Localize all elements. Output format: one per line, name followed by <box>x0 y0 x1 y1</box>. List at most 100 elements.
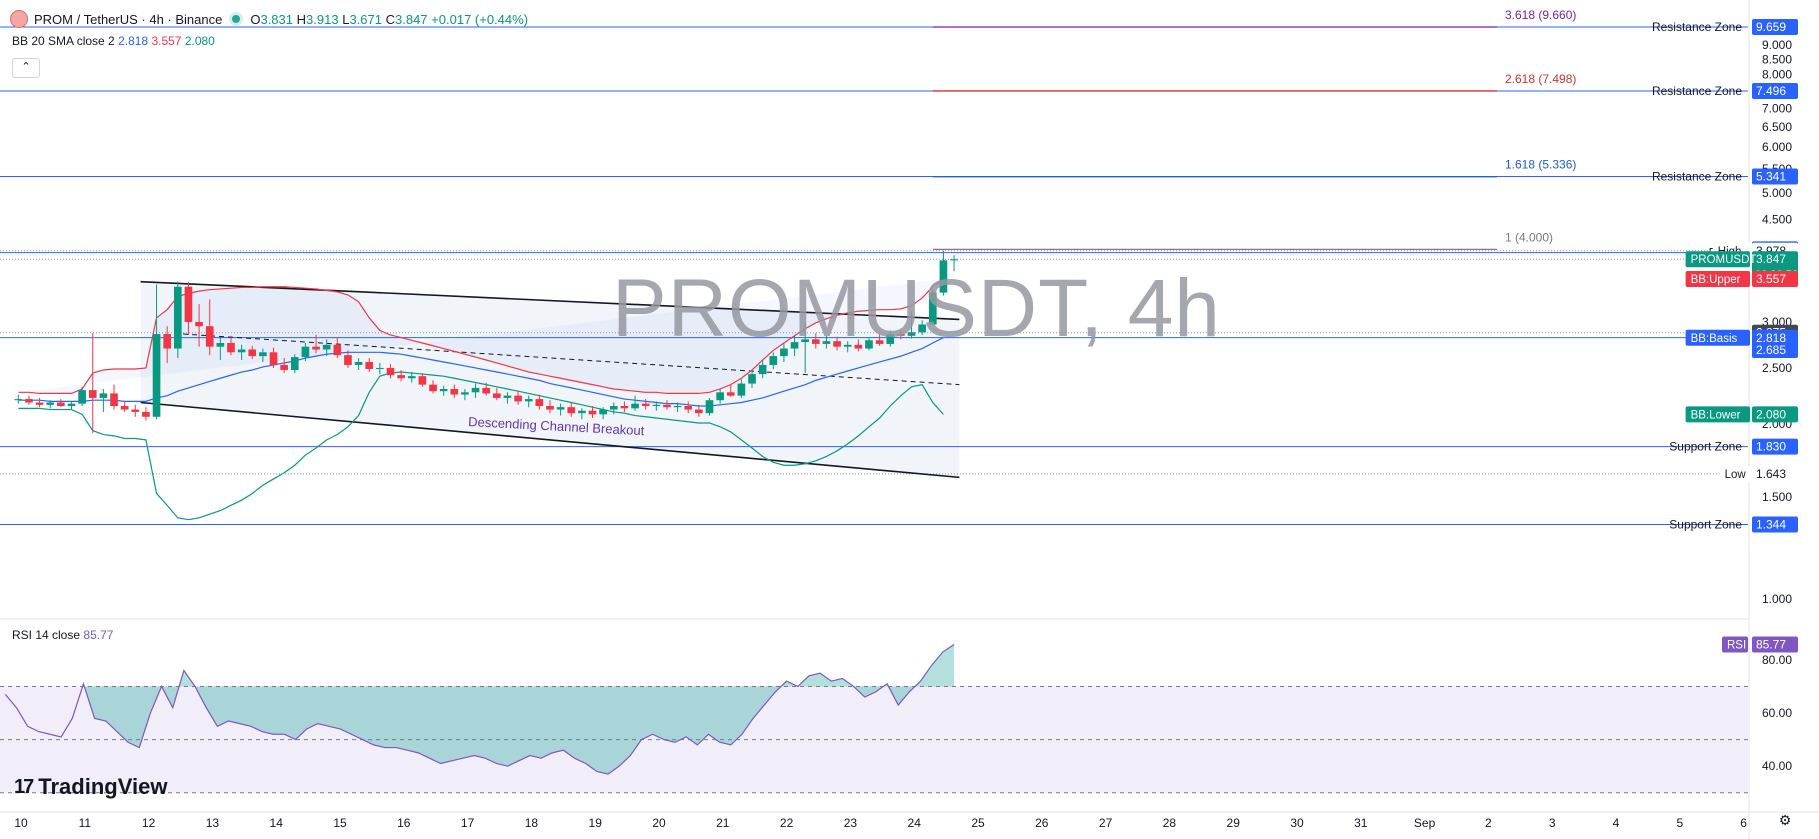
candle <box>35 402 44 405</box>
rsi-value-label: 85.77 <box>1756 638 1786 652</box>
rsi-legend[interactable]: RSI 14 close 85.77 <box>12 628 113 642</box>
price-axis-label: 9.659 <box>1756 20 1786 34</box>
candle <box>907 332 916 336</box>
candle <box>78 390 86 404</box>
bb-legend[interactable]: BB 20 SMA close 2 2.818 3.557 2.080 <box>12 34 215 48</box>
time-tick-label: 11 <box>79 816 92 830</box>
candle <box>57 402 65 406</box>
time-tick-label: 22 <box>780 816 794 830</box>
symbol-title[interactable]: PROM / TetherUS · 4h · Binance <box>34 11 223 27</box>
fib-level-label: 1.618 (5.336) <box>1505 158 1576 172</box>
price-tick-label: 4.500 <box>1762 213 1792 227</box>
price-axis-label-bg <box>1752 329 1798 346</box>
price-axis-label: 3.847 <box>1756 252 1786 266</box>
time-tick-label: 30 <box>1290 816 1304 830</box>
tradingview-mark-icon: 17 <box>14 775 34 798</box>
price-axis-label-bg <box>1752 341 1798 358</box>
time-tick-label: 12 <box>142 816 156 830</box>
candle <box>216 343 225 347</box>
candle <box>886 334 895 344</box>
candle <box>280 364 288 370</box>
candle <box>46 402 55 405</box>
axis-tag-bg <box>1719 465 1750 482</box>
candle <box>705 400 714 414</box>
price-axis-label: 2.685 <box>1756 343 1786 357</box>
rsi-tick-label: 80.00 <box>1762 653 1792 667</box>
candle <box>365 361 374 369</box>
ohlc-values: O3.831 H3.913 L3.671 C3.847 +0.017 (+0.4… <box>250 12 528 27</box>
price-axis-label: 1.344 <box>1756 517 1786 531</box>
candle <box>312 346 320 350</box>
rsi-tick-label: 60.00 <box>1762 706 1792 720</box>
open-label: O <box>250 11 261 27</box>
time-tick-label: 17 <box>461 816 475 830</box>
candle <box>854 344 863 349</box>
zone-label: Support Zone <box>1669 440 1742 454</box>
candle <box>556 407 565 410</box>
price-tick-label: 7.000 <box>1762 101 1792 115</box>
candle <box>322 344 331 350</box>
price-axis-label: 1.643 <box>1756 467 1786 481</box>
bb-legend-label: BB 20 SMA close 2 <box>12 34 115 48</box>
collapse-indicators-button[interactable]: ⌃ <box>12 58 40 78</box>
candle <box>301 346 310 358</box>
time-tick-label: 6 <box>1740 816 1747 830</box>
axis-tag-bg <box>1685 251 1750 268</box>
market-status-icon <box>232 15 241 23</box>
rsi-tick-label: 40.00 <box>1762 759 1792 773</box>
candle <box>290 357 299 370</box>
fib-level-label: 3.618 (9.660) <box>1505 8 1576 22</box>
time-tick-label: Sep <box>1414 816 1436 830</box>
candle <box>184 286 193 322</box>
candle <box>875 340 884 344</box>
tradingview-logo[interactable]: 17 TradingView <box>14 774 167 800</box>
time-tick-label: 16 <box>397 816 411 830</box>
price-tick-label: 1.500 <box>1762 490 1792 504</box>
candle <box>535 399 544 406</box>
bb-upper-line <box>18 278 944 395</box>
candle <box>354 361 363 365</box>
price-tick-label: 6.000 <box>1762 140 1792 154</box>
time-tick-label: 29 <box>1227 816 1241 830</box>
zone-label: Resistance Zone <box>1652 169 1742 183</box>
candle <box>503 395 512 398</box>
candle <box>939 260 948 293</box>
candle <box>524 399 533 402</box>
candle <box>450 388 459 395</box>
price-axis-label-bg <box>1752 438 1798 455</box>
candle <box>843 344 852 347</box>
time-tick-label: 10 <box>14 816 28 830</box>
price-axis-label-bg <box>1752 19 1798 36</box>
price-tick-label: 9.000 <box>1762 38 1792 52</box>
candle <box>567 407 576 414</box>
time-tick-label: 14 <box>270 816 284 830</box>
close-label: C <box>385 11 395 27</box>
rsi-tag-bg <box>1722 636 1748 653</box>
candle <box>25 399 33 403</box>
candle <box>152 334 161 417</box>
candle <box>333 344 342 356</box>
chart-settings-icon[interactable]: ⚙ <box>1778 812 1792 828</box>
candle <box>684 405 693 410</box>
candle <box>110 393 118 406</box>
candle <box>865 340 873 349</box>
candle <box>14 399 23 401</box>
candle <box>397 375 405 379</box>
candle <box>631 403 639 409</box>
candle <box>461 392 469 395</box>
axis-tag-bg <box>1685 271 1750 288</box>
price-tick-label: 5.000 <box>1762 186 1792 200</box>
channel-lower-line <box>140 401 960 479</box>
candle <box>652 404 661 406</box>
candle <box>641 403 650 406</box>
time-tick-label: 28 <box>1163 816 1177 830</box>
candle <box>514 395 522 402</box>
rsi-line <box>4 644 955 775</box>
price-axis-label: 5.341 <box>1756 169 1786 183</box>
time-tick-label: 2 <box>1485 816 1492 830</box>
candle <box>737 383 746 396</box>
candle <box>492 393 501 398</box>
candle <box>928 292 937 325</box>
bb-basis-value: 2.818 <box>118 34 149 48</box>
